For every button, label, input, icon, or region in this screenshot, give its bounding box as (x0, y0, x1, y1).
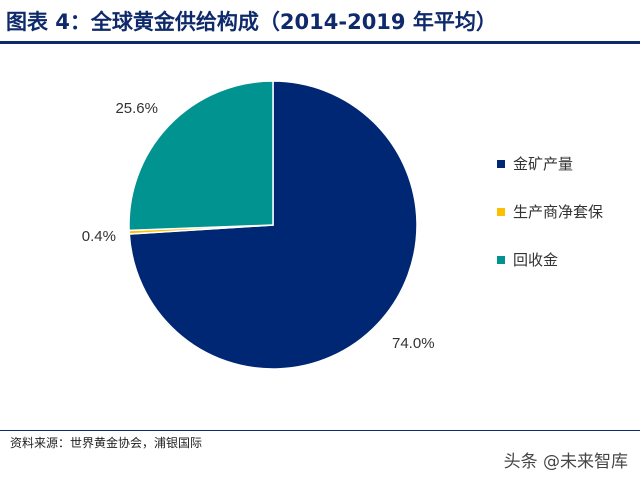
legend-label-3: 回收金 (513, 251, 558, 269)
legend-label-1: 金矿产量 (513, 155, 573, 173)
data-label-2: 0.4% (82, 228, 116, 245)
pie-slices (128, 80, 418, 370)
title-divider (0, 41, 640, 44)
data-label-3: 25.6% (115, 100, 158, 117)
data-label-1: 74.0% (392, 335, 435, 352)
pie-data-labels: 74.0% 0.4% 25.6% (82, 100, 435, 352)
legend-swatch-2 (497, 208, 505, 216)
footer-divider (0, 430, 640, 431)
watermark: 头条 @未来智库 (503, 452, 628, 472)
page-title: 图表 4：全球黄金供给构成（2014-2019 年平均） (6, 10, 497, 34)
legend-swatch-1 (497, 160, 505, 168)
source-note: 资料来源：世界黄金协会，浦银国际 (10, 436, 203, 450)
legend-label-2: 生产商净套保 (513, 203, 603, 221)
pie-slice-3 (128, 80, 274, 232)
legend-swatch-3 (497, 256, 505, 264)
